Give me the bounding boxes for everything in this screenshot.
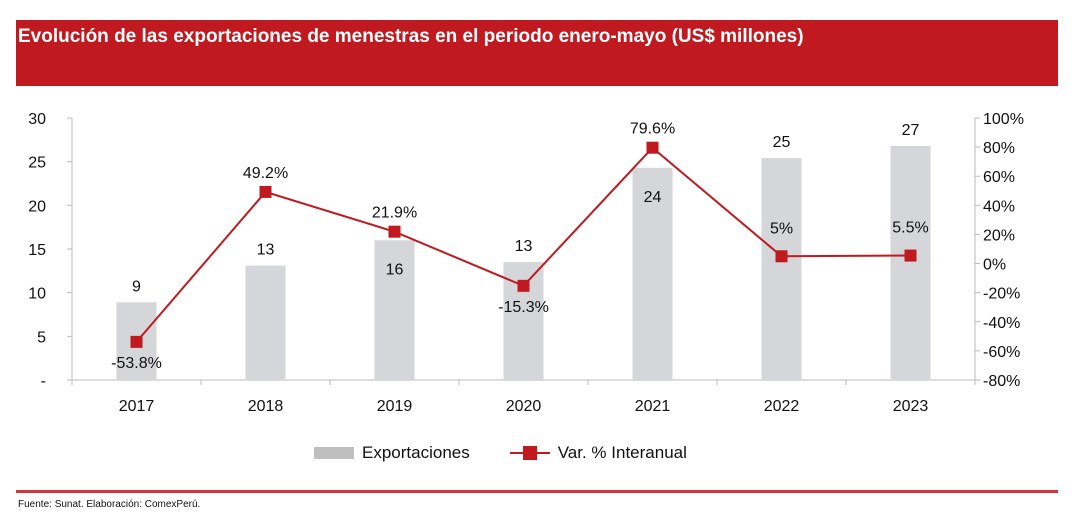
right-tick-label: 0% xyxy=(983,257,1006,274)
right-tick-label: -20% xyxy=(983,286,1020,303)
left-tick-label: 5 xyxy=(37,329,46,346)
bar-data-label: 9 xyxy=(132,278,141,295)
bar-data-label: 24 xyxy=(644,189,662,206)
line-marker xyxy=(904,249,917,262)
footer-divider xyxy=(16,490,1058,493)
x-tick-label: 2017 xyxy=(119,398,155,415)
left-tick-label: 25 xyxy=(28,155,46,172)
x-tick-label: 2018 xyxy=(248,398,284,415)
right-tick-label: -80% xyxy=(983,373,1020,390)
x-tick-label: 2021 xyxy=(635,398,671,415)
legend-swatch-bar xyxy=(314,447,354,459)
left-tick-label: 20 xyxy=(28,198,46,215)
legend-swatch-line xyxy=(509,446,550,460)
x-tick-label: 2023 xyxy=(893,398,929,415)
line-data-label: 21.9% xyxy=(372,205,417,222)
line-data-label: -53.8% xyxy=(111,355,162,372)
line-marker xyxy=(775,250,788,263)
left-tick-label: 10 xyxy=(28,286,46,303)
chart-title: Evolución de las exportaciones de menest… xyxy=(18,26,804,47)
line-data-label: 49.2% xyxy=(243,165,288,182)
x-tick-label: 2019 xyxy=(377,398,413,415)
right-tick-label: 40% xyxy=(983,198,1015,215)
bar-exportaciones xyxy=(890,145,931,380)
left-tick-label: - xyxy=(41,373,46,390)
bar-data-label: 13 xyxy=(257,242,275,259)
bar-exportaciones xyxy=(761,158,802,380)
bar-data-label: 25 xyxy=(773,134,791,151)
right-tick-label: -60% xyxy=(983,344,1020,361)
line-marker xyxy=(646,141,659,154)
bar-exportaciones xyxy=(632,167,673,380)
legend-label-variacion: Var. % Interanual xyxy=(557,443,687,462)
line-data-label: 5.5% xyxy=(892,220,928,237)
left-tick-label: 30 xyxy=(28,111,46,128)
bar-data-label: 27 xyxy=(902,122,920,139)
x-tick-label: 2020 xyxy=(506,398,542,415)
right-tick-label: 60% xyxy=(983,169,1015,186)
left-tick-label: 15 xyxy=(28,242,46,259)
right-tick-label: 20% xyxy=(983,227,1015,244)
bar-data-label: 16 xyxy=(386,261,404,278)
line-marker xyxy=(388,225,401,238)
line-marker xyxy=(517,279,530,292)
right-tick-label: 100% xyxy=(983,111,1024,128)
line-marker xyxy=(259,185,272,198)
line-data-label: 5% xyxy=(770,220,793,237)
title-banner xyxy=(16,20,1058,86)
bar-data-label: 13 xyxy=(515,238,533,255)
line-marker xyxy=(130,335,143,348)
legend: Exportaciones Var. % Interanual xyxy=(314,443,687,463)
bar-exportaciones xyxy=(374,240,415,380)
right-tick-label: 80% xyxy=(983,140,1015,157)
source-note: Fuente: Sunat. Elaboración: ComexPerú. xyxy=(18,499,201,510)
x-tick-label: 2022 xyxy=(764,398,800,415)
right-tick-label: -40% xyxy=(983,315,1020,332)
line-data-label: 79.6% xyxy=(630,121,675,138)
line-data-label: -15.3% xyxy=(498,299,549,316)
legend-label-exportaciones: Exportaciones xyxy=(362,443,470,462)
bar-exportaciones xyxy=(245,265,286,380)
